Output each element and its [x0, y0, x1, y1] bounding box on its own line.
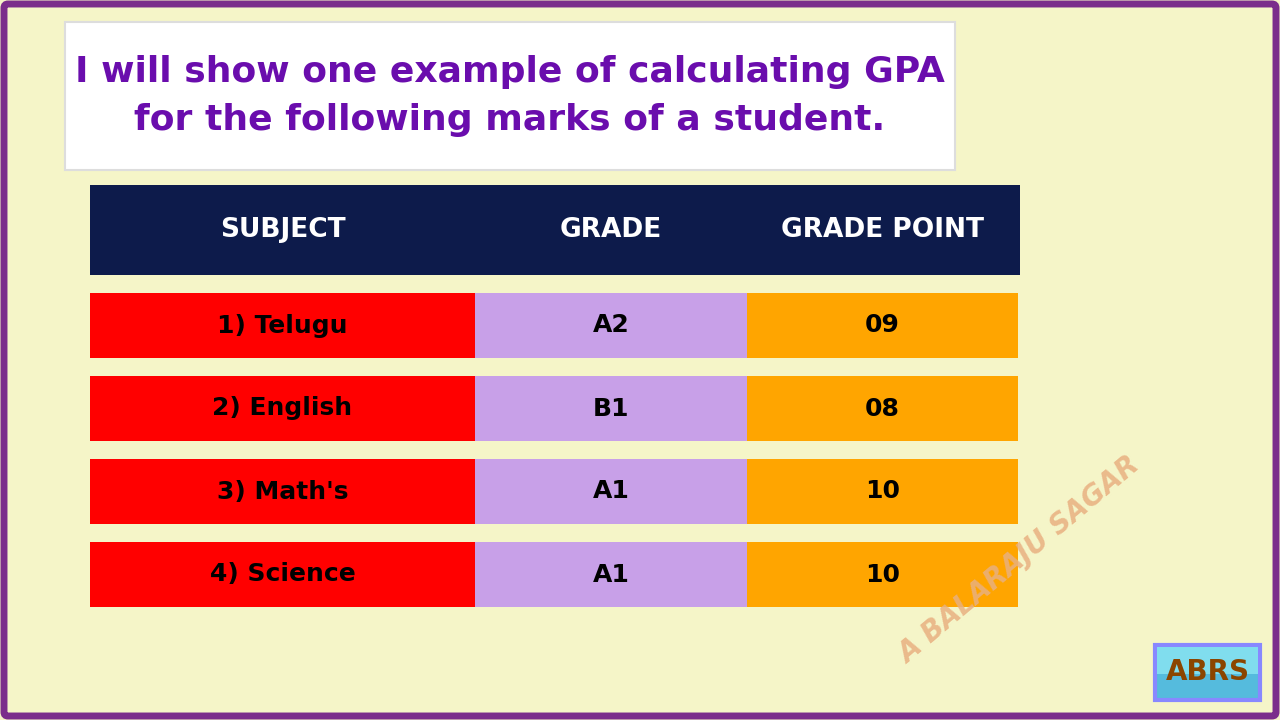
Bar [748, 459, 1018, 524]
Bar [90, 185, 1020, 275]
Bar [475, 459, 748, 524]
Text: 10: 10 [865, 562, 900, 587]
Text: A2: A2 [593, 313, 630, 338]
Text: 09: 09 [865, 313, 900, 338]
Bar [475, 376, 748, 441]
Text: A BALARAJU SAGAR: A BALARAJU SAGAR [893, 451, 1146, 669]
Text: 10: 10 [865, 480, 900, 503]
Text: GRADE POINT: GRADE POINT [781, 217, 984, 243]
Text: 2) English: 2) English [212, 397, 352, 420]
Bar [748, 376, 1018, 441]
Bar [90, 542, 475, 607]
Text: A1: A1 [593, 480, 630, 503]
Text: 08: 08 [865, 397, 900, 420]
Text: B1: B1 [593, 397, 630, 420]
Text: 3) Math's: 3) Math's [216, 480, 348, 503]
Text: GRADE: GRADE [559, 217, 662, 243]
Text: 4) Science: 4) Science [210, 562, 356, 587]
Text: 1) Telugu: 1) Telugu [218, 313, 348, 338]
Bar [90, 293, 475, 358]
Bar [90, 459, 475, 524]
Bar [90, 376, 475, 441]
Bar [748, 293, 1018, 358]
Bar [748, 542, 1018, 607]
Text: SUBJECT: SUBJECT [220, 217, 346, 243]
FancyBboxPatch shape [4, 4, 1276, 716]
Text: A1: A1 [593, 562, 630, 587]
Bar [1155, 645, 1260, 700]
Text: ABRS: ABRS [1166, 659, 1249, 686]
Bar [475, 542, 748, 607]
Text: I will show one example of calculating GPA
for the following marks of a student.: I will show one example of calculating G… [76, 55, 945, 137]
Bar [1157, 647, 1258, 674]
Bar [475, 293, 748, 358]
Bar [65, 22, 955, 170]
